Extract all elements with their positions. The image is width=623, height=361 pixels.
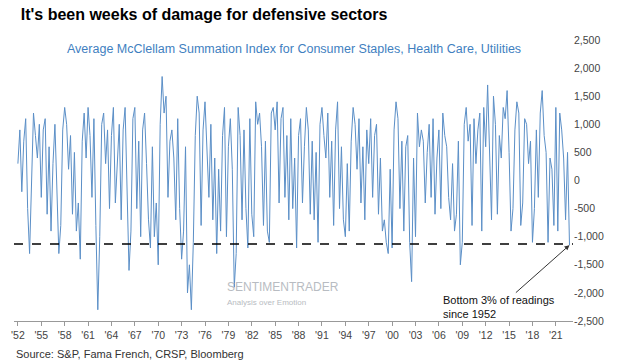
svg-text:-2,000: -2,000	[574, 287, 604, 299]
svg-text:'82: '82	[245, 329, 259, 341]
svg-text:'61: '61	[81, 329, 95, 341]
svg-text:'58: '58	[58, 329, 72, 341]
svg-text:'94: '94	[339, 329, 353, 341]
svg-text:Analysis over Emotion: Analysis over Emotion	[227, 298, 306, 307]
svg-text:'18: '18	[526, 329, 540, 341]
svg-text:1,000: 1,000	[574, 118, 600, 130]
svg-text:Bottom 3% of readingssince 195: Bottom 3% of readingssince 1952	[443, 294, 555, 320]
svg-text:It's been weeks of damage for: It's been weeks of damage for defensive …	[21, 6, 388, 23]
svg-text:'09: '09	[455, 329, 469, 341]
svg-text:'70: '70	[151, 329, 165, 341]
svg-text:'03: '03	[409, 329, 423, 341]
svg-text:'88: '88	[292, 329, 306, 341]
svg-text:-500: -500	[574, 202, 595, 214]
svg-text:'67: '67	[128, 329, 142, 341]
svg-text:'79: '79	[222, 329, 236, 341]
svg-text:1,500: 1,500	[574, 90, 600, 102]
svg-text:500: 500	[574, 146, 592, 158]
svg-text:'64: '64	[105, 329, 119, 341]
svg-text:'52: '52	[11, 329, 25, 341]
svg-text:SENTIMENTRADER: SENTIMENTRADER	[227, 280, 339, 294]
svg-text:Source: S&P, Fama French, CRSP: Source: S&P, Fama French, CRSP, Bloomber…	[16, 348, 244, 360]
svg-text:Average McClellam Summation In: Average McClellam Summation Index for Co…	[67, 42, 521, 56]
svg-text:'97: '97	[362, 329, 376, 341]
svg-text:0: 0	[574, 174, 580, 186]
svg-text:-1,500: -1,500	[574, 258, 604, 270]
svg-text:'91: '91	[315, 329, 329, 341]
svg-text:2,500: 2,500	[574, 34, 600, 46]
svg-text:'73: '73	[175, 329, 189, 341]
svg-text:'06: '06	[432, 329, 446, 341]
svg-text:'21: '21	[549, 329, 563, 341]
svg-text:'15: '15	[502, 329, 516, 341]
svg-text:-2,500: -2,500	[574, 315, 604, 327]
svg-text:'00: '00	[385, 329, 399, 341]
svg-text:-1,000: -1,000	[574, 230, 604, 242]
svg-text:'85: '85	[268, 329, 282, 341]
svg-text:'55: '55	[34, 329, 48, 341]
svg-text:'76: '76	[198, 329, 212, 341]
svg-text:'12: '12	[479, 329, 493, 341]
svg-text:2,000: 2,000	[574, 62, 600, 74]
